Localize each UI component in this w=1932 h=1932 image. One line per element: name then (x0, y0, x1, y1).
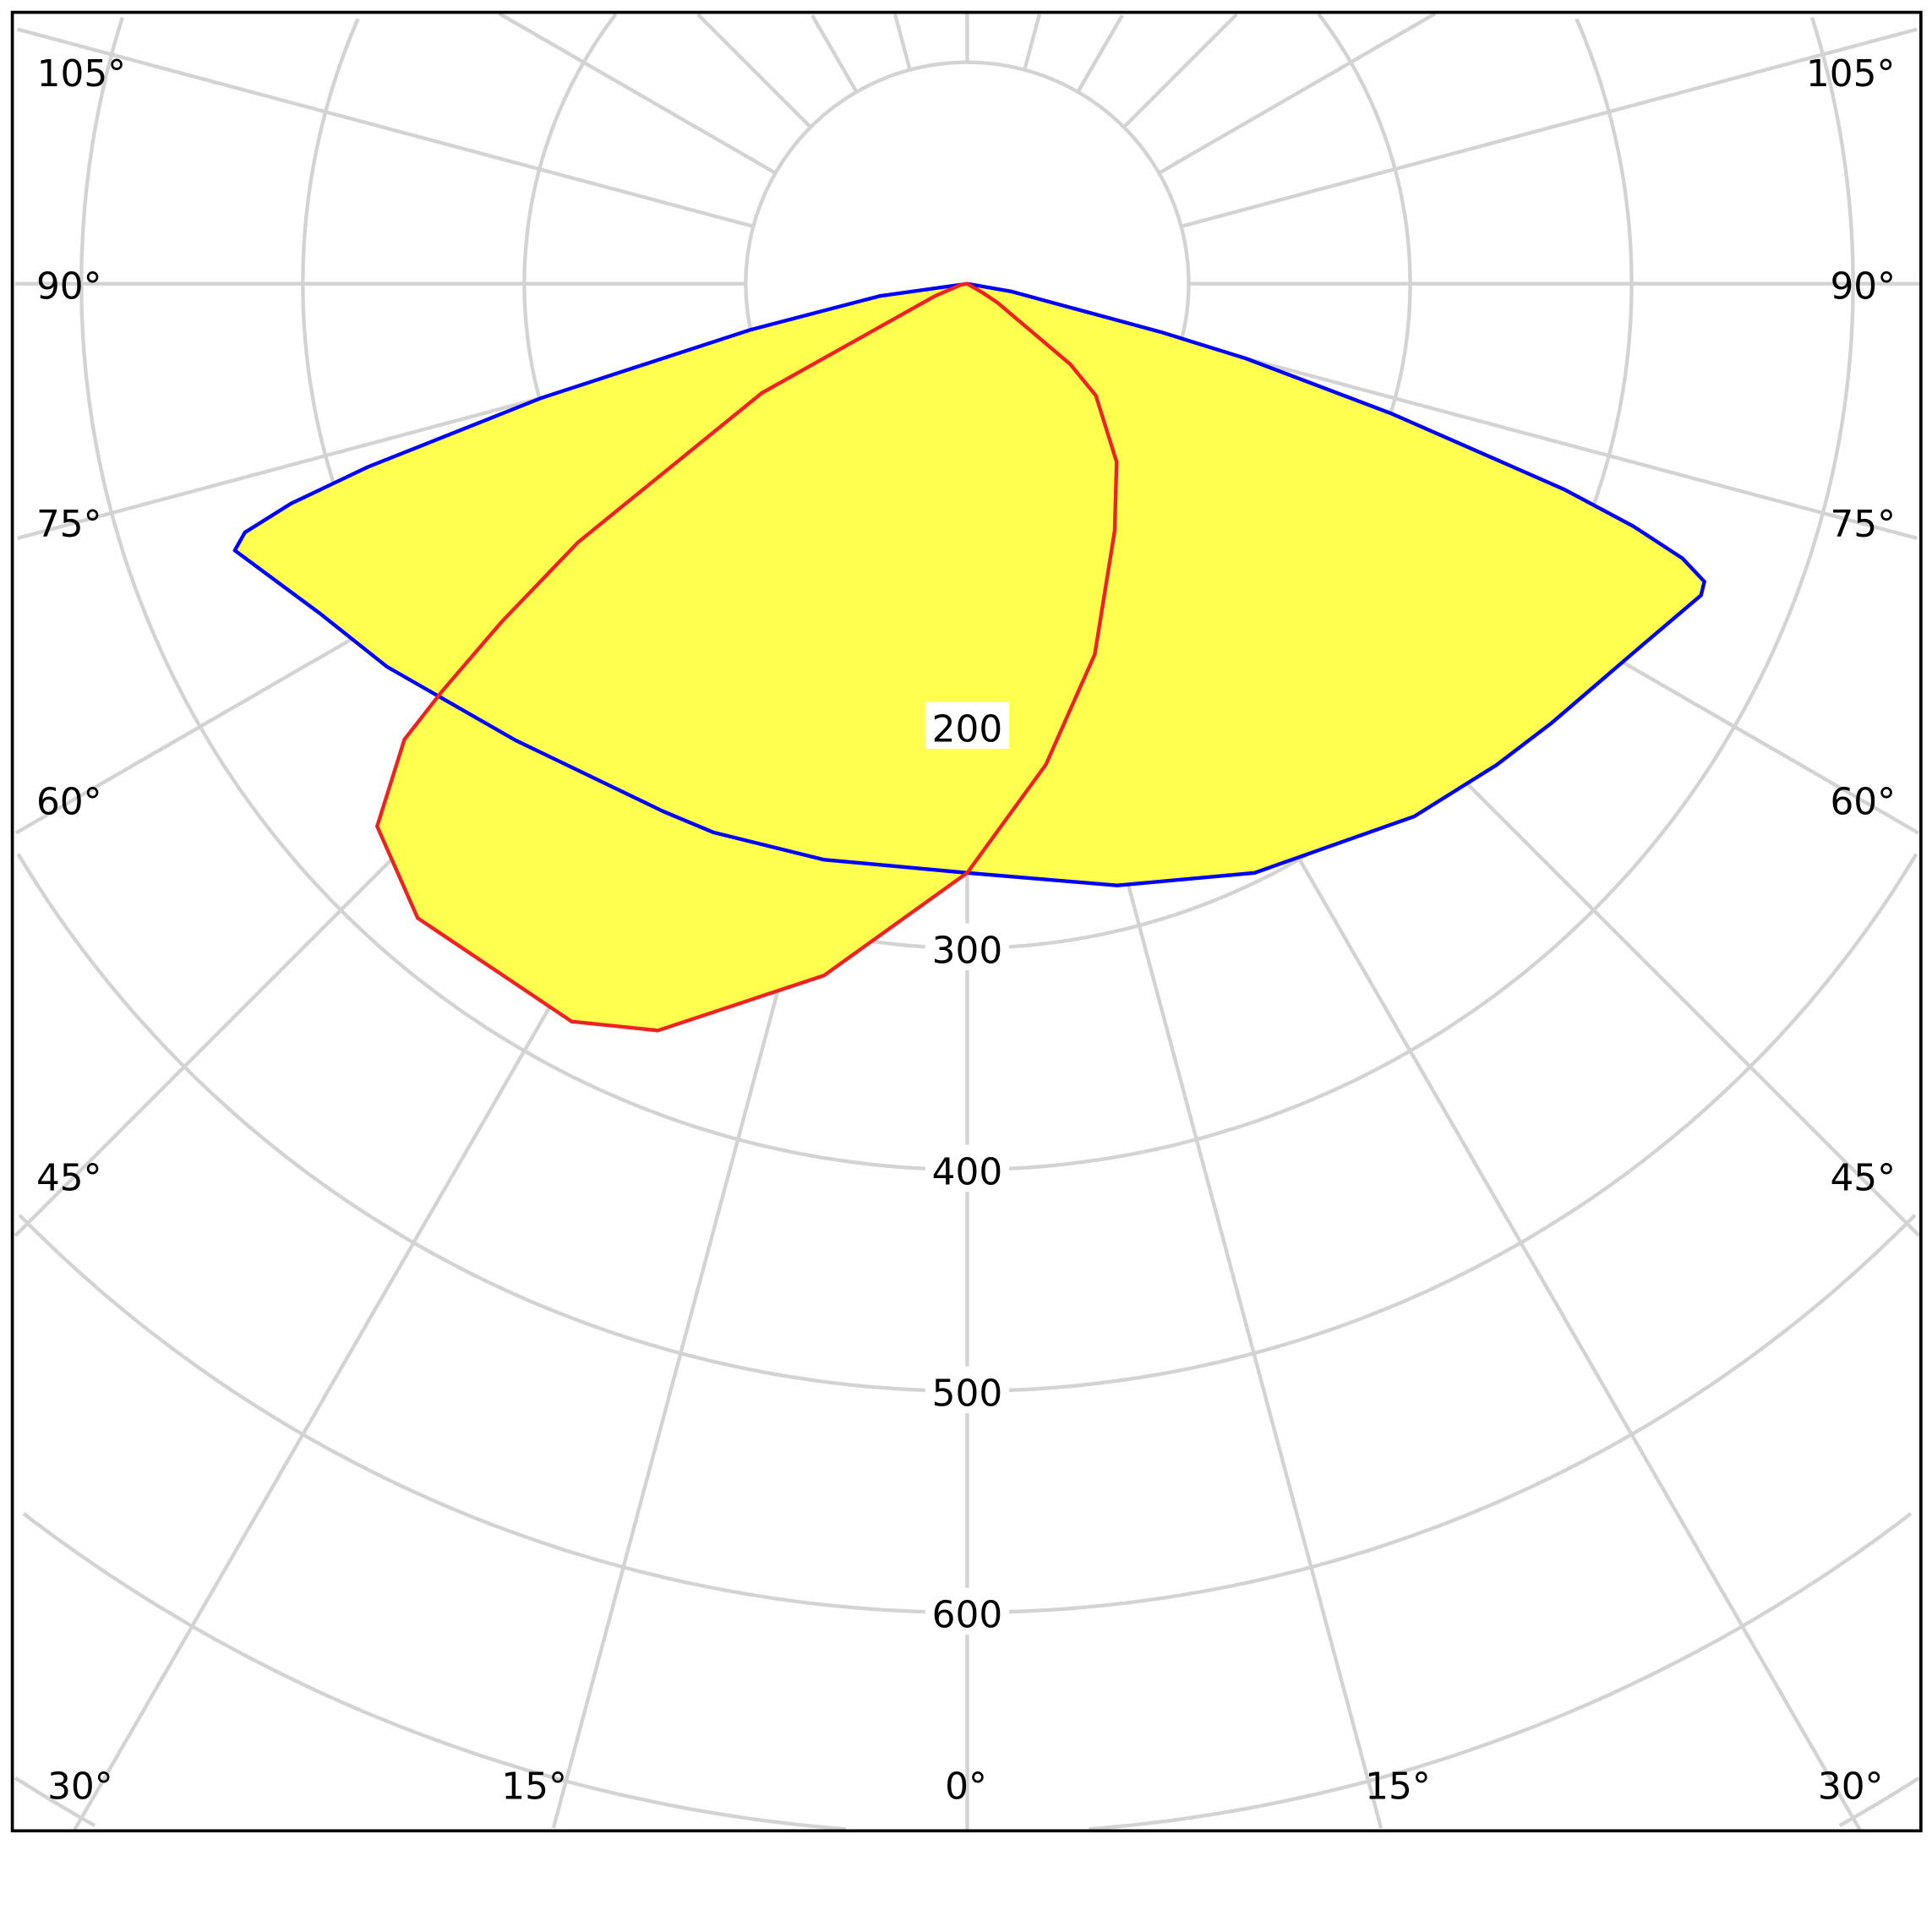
grid-spoke (810, 14, 859, 93)
angle-label: 45° (36, 1157, 102, 1200)
angle-labels-left: 105° 90° 75° 60° 45° (36, 52, 126, 1199)
radial-label-bg (925, 1366, 1010, 1414)
plot-frame (10, 10, 1923, 1833)
radial-tick-label: 500 (932, 1372, 1003, 1415)
grid-ring (16, 853, 1918, 1394)
radial-tick-label: 600 (932, 1593, 1003, 1636)
angle-label: 60° (36, 780, 102, 823)
grid-ring (79, 16, 1855, 1172)
grid-ring (22, 1512, 1913, 1831)
intensity-curves (232, 281, 1706, 1033)
angle-label: 45° (1830, 1157, 1896, 1200)
radial-label-bg (925, 1587, 1010, 1635)
angle-label: 105° (1806, 52, 1895, 96)
grid-spoke (1023, 14, 1041, 71)
radial-tick-label: 300 (932, 929, 1003, 972)
grid-ring (18, 1214, 1917, 1615)
grid-spoke (1181, 339, 1918, 540)
grid-spoke (1181, 27, 1918, 228)
angle-label: 15° (501, 1765, 567, 1808)
angle-label: 15° (1365, 1765, 1431, 1808)
grid-spoke (17, 27, 754, 228)
grid-spoke (892, 14, 912, 71)
angle-label: 105° (37, 52, 126, 96)
angle-label: 75° (36, 503, 102, 546)
angle-label: 30° (47, 1765, 113, 1808)
polar-grid (14, 12, 1921, 1831)
grid-spoke (1076, 14, 1124, 93)
curve-fill (377, 283, 1117, 1031)
angle-label: 90° (36, 265, 102, 308)
angle-label: 90° (1830, 265, 1896, 308)
radial-tick-labels: 200 300 400 500 600 (925, 701, 1010, 1636)
radial-label-bg (925, 701, 1010, 750)
grid-spoke (696, 13, 812, 129)
radial-tick-label: 200 (932, 707, 1003, 750)
angle-labels-right: 105° 90° 75° 60° 45° (1806, 52, 1896, 1199)
radial-label-bg (925, 923, 1010, 971)
angle-label: 60° (1830, 780, 1896, 823)
grid-spoke (498, 12, 777, 175)
angle-label: 75° (1830, 503, 1896, 546)
grid-spoke (1122, 13, 1238, 129)
angle-labels-bottom: 30° 15° 0° 15° 30° (47, 1765, 1883, 1808)
grid-spoke (1158, 12, 1437, 175)
radial-label-bg (925, 1144, 1010, 1192)
angle-label: 30° (1818, 1765, 1884, 1808)
series-line-c0-c180 (232, 281, 1706, 887)
angle-label: 0° (945, 1765, 987, 1808)
radial-tick-label: 400 (932, 1150, 1003, 1193)
series-line-c90-c270 (375, 281, 1119, 1033)
